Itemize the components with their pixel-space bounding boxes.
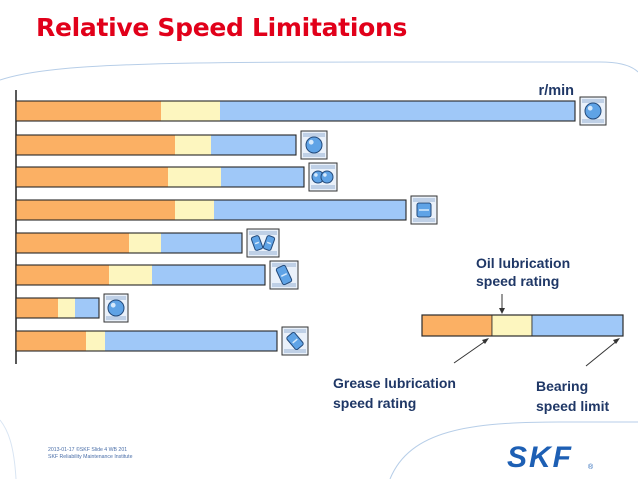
bar-4-grease-segment	[16, 200, 175, 220]
legend-grease-pointer	[453, 339, 488, 364]
unit-label: r/min	[539, 83, 574, 99]
bar-1-grease-segment	[16, 101, 161, 121]
decorative-swoosh-bottom	[389, 421, 638, 479]
bar-1-limit-segment	[220, 101, 575, 121]
bar-2-limit-segment	[211, 135, 296, 155]
bar-5-oil-segment	[129, 233, 161, 253]
bar-5-limit-segment	[161, 233, 242, 253]
bar-3-limit-segment	[221, 167, 304, 187]
bar-4-oil-segment	[175, 200, 214, 220]
bar-6-outline	[15, 264, 266, 286]
bar-8-limit-segment	[105, 331, 277, 351]
bar-3-oil-segment	[168, 167, 221, 187]
legend-bar-outline	[421, 314, 624, 337]
angular-contact-bearing-icon	[281, 326, 309, 356]
bar-5-outline	[15, 232, 243, 254]
legend-limit-label-line1: Bearing	[536, 378, 588, 394]
bar-4-limit-segment	[214, 200, 406, 220]
tapered-roller-bearing-icon	[269, 260, 299, 290]
chart-bars	[15, 90, 576, 364]
bar-7-grease-segment	[16, 298, 58, 318]
legend-grease-segment	[421, 314, 493, 337]
legend-oil-arrowhead	[499, 308, 505, 314]
legend-oil-label-line2: speed rating	[476, 273, 559, 289]
slide-title: Relative Speed Limitations	[36, 13, 408, 42]
self-aligning-ball-bearing-icon	[300, 130, 328, 160]
skf-logo: SKF ®	[507, 441, 594, 474]
bar-1-oil-segment	[161, 101, 220, 121]
legend-grease-label-line2: speed rating	[333, 395, 416, 411]
legend-oil-segment	[491, 314, 533, 337]
bar-7-oil-segment	[58, 298, 75, 318]
legend-limit-arrowhead	[613, 338, 620, 344]
bar-3-grease-segment	[16, 167, 168, 187]
bar-5-grease-segment	[16, 233, 129, 253]
legend: Oil lubrication speed rating Grease lubr…	[333, 255, 624, 414]
bar-8-outline	[15, 330, 278, 352]
bar-6-grease-segment	[16, 265, 109, 285]
cylindrical-roller-bearing-icon	[410, 195, 438, 225]
bar-7-limit-segment	[75, 298, 99, 318]
slide-footer: 2013-01-17 ©SKF Slide 4 WB 201 SKF Relia…	[48, 447, 132, 460]
bar-4-outline	[15, 199, 407, 221]
decorative-swoosh-top	[0, 61, 638, 81]
decorative-swoosh-left	[0, 419, 17, 479]
skf-logo-text: SKF	[507, 441, 573, 474]
legend-limit-label-line2: speed limit	[536, 398, 609, 414]
legend-limit-segment	[531, 314, 624, 337]
bar-8-grease-segment	[16, 331, 86, 351]
bar-8-oil-segment	[86, 331, 105, 351]
bar-6-oil-segment	[109, 265, 152, 285]
bar-3-outline	[15, 166, 305, 188]
double-row-ball-bearing-icon	[308, 162, 338, 192]
bar-2-oil-segment	[175, 135, 211, 155]
legend-grease-label-line1: Grease lubrication	[333, 375, 456, 391]
thrust-ball-bearing-icon	[103, 293, 129, 323]
legend-limit-pointer	[585, 339, 619, 367]
bar-6-limit-segment	[152, 265, 265, 285]
spherical-roller-bearing-icon	[246, 228, 280, 258]
footer-line-1: 2013-01-17 ©SKF Slide 4 WB 201	[48, 447, 128, 453]
legend-oil-label-line1: Oil lubrication	[476, 255, 570, 271]
bar-2-grease-segment	[16, 135, 175, 155]
deep-groove-ball-bearing-icon	[579, 96, 607, 126]
bar-2-outline	[15, 134, 297, 156]
bar-1-outline	[15, 100, 576, 122]
bar-7-outline	[15, 297, 100, 319]
skf-logo-registered-mark: ®	[588, 463, 594, 471]
legend-grease-arrowhead	[482, 338, 489, 344]
bearing-icons	[103, 96, 607, 356]
footer-line-2: SKF Reliability Maintenance Institute	[48, 453, 133, 460]
